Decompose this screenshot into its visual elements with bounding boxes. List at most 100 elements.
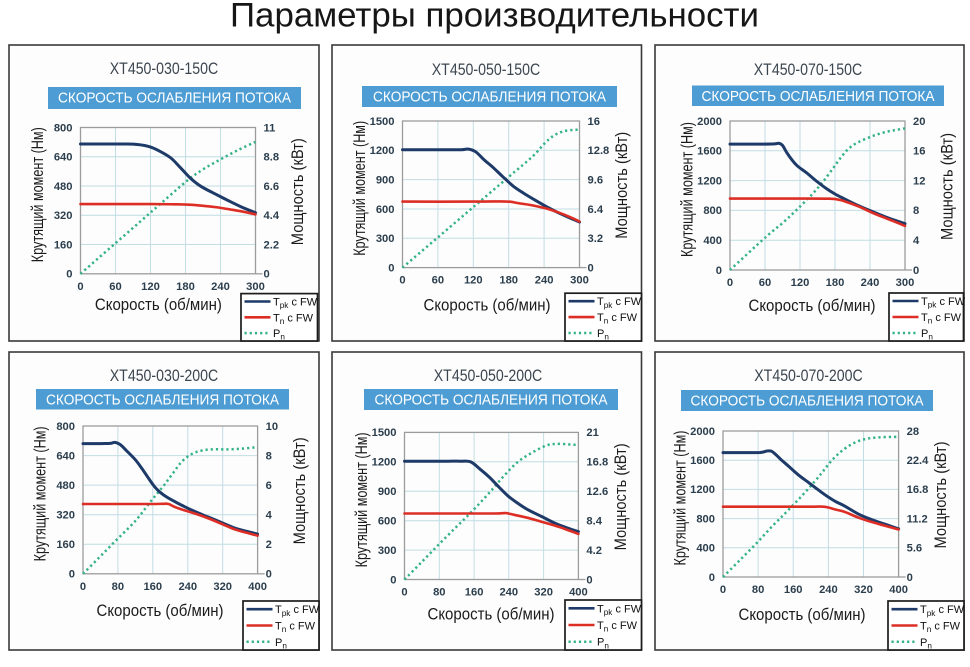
svg-text:Tn с FW: Tn с FW xyxy=(597,620,638,634)
svg-text:Скорость (об/мин): Скорость (об/мин) xyxy=(428,606,555,624)
svg-text:2000: 2000 xyxy=(697,116,722,128)
svg-text:240: 240 xyxy=(535,275,554,287)
svg-text:5.6: 5.6 xyxy=(907,543,923,555)
svg-text:0: 0 xyxy=(77,281,83,293)
svg-text:640: 640 xyxy=(54,152,73,164)
svg-text:180: 180 xyxy=(499,275,518,287)
svg-text:16.8: 16.8 xyxy=(907,484,929,496)
svg-text:0: 0 xyxy=(266,569,272,581)
svg-text:Скорость (об/мин): Скорость (об/мин) xyxy=(749,297,876,315)
svg-text:СКОРОСТЬ ОСЛАБЛЕНИЯ ПОТОКА: СКОРОСТЬ ОСЛАБЛЕНИЯ ПОТОКА xyxy=(58,90,292,107)
svg-text:Tpk с FW: Tpk с FW xyxy=(597,296,642,310)
svg-text:10: 10 xyxy=(266,421,278,433)
svg-text:180: 180 xyxy=(176,281,195,293)
svg-text:3.2: 3.2 xyxy=(588,233,604,245)
svg-text:6.6: 6.6 xyxy=(264,181,280,193)
svg-text:1200: 1200 xyxy=(372,457,397,469)
svg-text:Крутящий момент (Нм): Крутящий момент (Нм) xyxy=(679,122,697,257)
svg-text:2: 2 xyxy=(266,539,272,551)
svg-text:160: 160 xyxy=(56,539,75,551)
svg-text:300: 300 xyxy=(246,281,265,293)
svg-text:Tpk с FW: Tpk с FW xyxy=(275,604,320,618)
svg-text:12.8: 12.8 xyxy=(588,145,610,157)
svg-text:600: 600 xyxy=(376,204,395,216)
svg-text:6: 6 xyxy=(266,480,272,492)
svg-text:300: 300 xyxy=(896,277,915,289)
svg-text:16: 16 xyxy=(913,146,925,158)
svg-text:120: 120 xyxy=(464,275,483,287)
svg-text:Мощность (кВт): Мощность (кВт) xyxy=(289,138,307,245)
svg-text:СКОРОСТЬ ОСЛАБЛЕНИЯ ПОТОКА: СКОРОСТЬ ОСЛАБЛЕНИЯ ПОТОКА xyxy=(46,392,280,409)
svg-text:80: 80 xyxy=(433,587,445,599)
svg-text:Мощность (кВт): Мощность (кВт) xyxy=(939,133,957,240)
svg-text:СКОРОСТЬ ОСЛАБЛЕНИЯ ПОТОКА: СКОРОСТЬ ОСЛАБЛЕНИЯ ПОТОКА xyxy=(373,89,607,106)
svg-text:0: 0 xyxy=(727,277,733,289)
svg-text:Tn с FW: Tn с FW xyxy=(597,312,638,326)
svg-text:0: 0 xyxy=(80,581,86,593)
svg-text:480: 480 xyxy=(54,181,73,193)
svg-text:21: 21 xyxy=(586,427,598,439)
svg-text:XT450-050-200C: XT450-050-200C xyxy=(434,367,543,385)
svg-text:240: 240 xyxy=(861,277,880,289)
svg-text:0: 0 xyxy=(401,587,407,599)
svg-text:Tpk с FW: Tpk с FW xyxy=(921,296,966,310)
svg-text:160: 160 xyxy=(465,587,484,599)
svg-text:160: 160 xyxy=(784,584,803,596)
svg-text:320: 320 xyxy=(534,587,553,599)
svg-text:СКОРОСТЬ ОСЛАБЛЕНИЯ ПОТОКА: СКОРОСТЬ ОСЛАБЛЕНИЯ ПОТОКА xyxy=(691,393,925,410)
svg-text:0: 0 xyxy=(586,574,592,586)
svg-text:120: 120 xyxy=(791,277,810,289)
svg-text:20: 20 xyxy=(913,116,925,128)
svg-text:800: 800 xyxy=(56,421,75,433)
svg-text:60: 60 xyxy=(432,275,444,287)
svg-text:400: 400 xyxy=(703,235,722,247)
svg-text:400: 400 xyxy=(569,587,588,599)
svg-text:XT450-030-150C: XT450-030-150C xyxy=(110,60,219,78)
svg-text:4.4: 4.4 xyxy=(264,210,280,222)
svg-text:80: 80 xyxy=(752,584,764,596)
svg-text:4: 4 xyxy=(266,510,273,522)
svg-text:28: 28 xyxy=(907,426,919,438)
svg-text:Tpk с FW: Tpk с FW xyxy=(597,603,642,617)
svg-text:Мощность (кВт): Мощность (кВт) xyxy=(291,437,309,544)
svg-text:XT450-050-150C: XT450-050-150C xyxy=(432,61,541,79)
svg-text:320: 320 xyxy=(56,510,75,522)
svg-text:240: 240 xyxy=(178,581,197,593)
svg-text:320: 320 xyxy=(854,584,873,596)
svg-text:400: 400 xyxy=(248,581,267,593)
svg-text:Tn с FW: Tn с FW xyxy=(273,312,314,326)
svg-text:2.2: 2.2 xyxy=(264,239,280,251)
svg-text:0: 0 xyxy=(66,269,72,281)
svg-text:300: 300 xyxy=(378,545,397,557)
svg-text:180: 180 xyxy=(826,277,845,289)
svg-text:120: 120 xyxy=(141,281,160,293)
svg-text:Скорость (об/мин): Скорость (об/мин) xyxy=(424,297,551,315)
svg-text:900: 900 xyxy=(378,486,397,498)
svg-text:0: 0 xyxy=(588,262,594,274)
svg-text:240: 240 xyxy=(211,281,230,293)
svg-text:400: 400 xyxy=(696,543,715,555)
svg-text:1500: 1500 xyxy=(370,116,395,128)
svg-text:80: 80 xyxy=(112,581,124,593)
svg-text:320: 320 xyxy=(213,581,232,593)
svg-text:Крутящий момент (Нм): Крутящий момент (Нм) xyxy=(351,121,369,256)
svg-text:2000: 2000 xyxy=(690,426,715,438)
svg-text:0: 0 xyxy=(69,569,75,581)
svg-text:0: 0 xyxy=(388,262,394,274)
svg-text:0: 0 xyxy=(716,265,722,277)
svg-text:800: 800 xyxy=(703,205,722,217)
svg-text:XT450-070-150C: XT450-070-150C xyxy=(754,61,863,79)
svg-text:1200: 1200 xyxy=(690,484,715,496)
svg-text:0: 0 xyxy=(709,572,715,584)
svg-text:8: 8 xyxy=(266,450,272,462)
svg-text:8: 8 xyxy=(913,205,919,217)
svg-text:600: 600 xyxy=(378,516,397,528)
svg-text:12.6: 12.6 xyxy=(586,486,608,498)
svg-text:Мощность (кВт): Мощность (кВт) xyxy=(613,132,631,239)
svg-text:1200: 1200 xyxy=(370,145,395,157)
svg-text:Мощность (кВт): Мощность (кВт) xyxy=(932,442,950,549)
svg-text:4.2: 4.2 xyxy=(586,545,602,557)
svg-text:320: 320 xyxy=(54,210,73,222)
svg-text:СКОРОСТЬ ОСЛАБЛЕНИЯ ПОТОКА: СКОРОСТЬ ОСЛАБЛЕНИЯ ПОТОКА xyxy=(375,392,609,409)
svg-text:8.8: 8.8 xyxy=(264,152,280,164)
